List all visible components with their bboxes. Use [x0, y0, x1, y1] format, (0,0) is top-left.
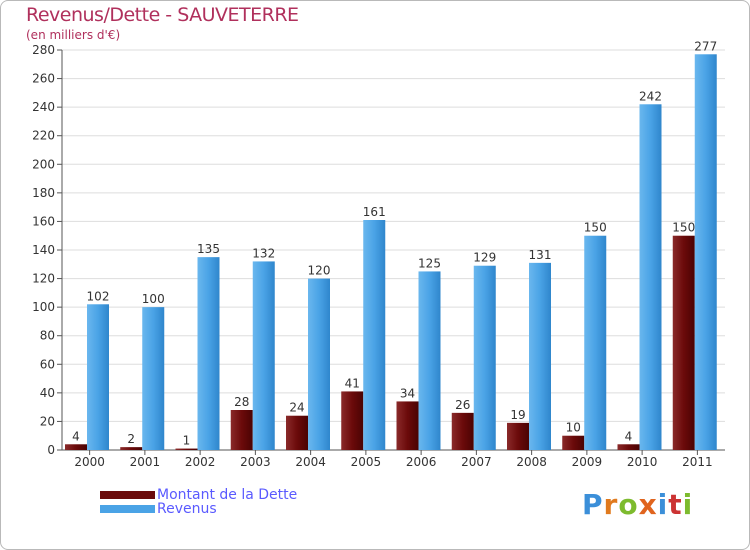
proxiti-logo: Proxiti — [582, 488, 693, 521]
bar-dette — [672, 235, 695, 450]
data-label: 100 — [142, 292, 165, 306]
legend-label-debt: Montant de la Dette — [157, 487, 298, 503]
bar-revenus — [418, 271, 441, 450]
data-label: 34 — [400, 386, 415, 400]
data-label: 135 — [197, 242, 220, 256]
y-tick-label: 260 — [32, 72, 55, 86]
data-label: 150 — [672, 221, 695, 235]
bar-dette — [451, 412, 474, 450]
bar-revenus — [87, 304, 109, 450]
x-tick-label: 2003 — [240, 455, 271, 469]
data-label: 19 — [510, 408, 525, 422]
y-tick-label: 160 — [32, 214, 55, 228]
legend-swatch-debt — [100, 491, 155, 499]
logo-letter: P — [582, 488, 604, 521]
bar-revenus — [308, 278, 330, 450]
x-tick-label: 2001 — [130, 455, 161, 469]
bar-revenus — [529, 262, 551, 450]
data-label: 1 — [183, 434, 191, 448]
data-label: 131 — [529, 248, 552, 262]
data-label: 129 — [473, 251, 496, 265]
bar-dette — [562, 435, 585, 450]
legend-item-debt: Montant de la Dette — [100, 487, 297, 503]
y-tick-label: 140 — [32, 243, 55, 257]
x-tick-label: 2010 — [627, 455, 658, 469]
data-label: 28 — [234, 395, 249, 409]
data-label: 4 — [72, 429, 80, 443]
bar-dette — [617, 444, 640, 450]
bar-dette — [120, 447, 143, 450]
data-label: 161 — [363, 205, 386, 219]
bar-dette — [507, 422, 529, 450]
data-label: 125 — [418, 256, 441, 270]
logo-letter: i — [682, 488, 694, 521]
bar-revenus — [694, 54, 717, 451]
y-tick-label: 280 — [32, 43, 55, 57]
y-tick-label: 100 — [32, 300, 55, 314]
data-label: 242 — [639, 89, 662, 103]
bar-dette — [175, 448, 198, 450]
logo-letter: i — [657, 488, 669, 521]
x-tick-label: 2005 — [351, 455, 382, 469]
bar-revenus — [639, 104, 662, 451]
legend-swatch-revenus — [100, 505, 155, 513]
data-label: 2 — [127, 432, 135, 446]
x-tick-label: 2006 — [406, 455, 437, 469]
x-tick-label: 2007 — [461, 455, 492, 469]
y-tick-label: 0 — [47, 443, 55, 457]
legend-label-revenus: Revenus — [157, 501, 217, 517]
bar-dette — [396, 401, 419, 450]
bar-revenus — [252, 261, 275, 450]
x-tick-label: 2004 — [295, 455, 326, 469]
y-tick-label: 20 — [40, 414, 55, 428]
bar-revenus — [197, 257, 220, 450]
logo-letter: o — [618, 488, 639, 521]
bar-dette — [230, 410, 253, 450]
logo-letter: x — [638, 488, 658, 521]
bar-dette — [341, 391, 364, 450]
x-tick-label: 2000 — [74, 455, 105, 469]
x-tick-label: 2009 — [572, 455, 603, 469]
chart-title: Revenus/Dette - SAUVETERRE — [26, 4, 299, 26]
y-tick-label: 180 — [32, 186, 55, 200]
y-tick-label: 220 — [32, 129, 55, 143]
data-label: 10 — [566, 421, 581, 435]
y-tick-label: 60 — [40, 357, 55, 371]
y-tick-label: 240 — [32, 100, 55, 114]
bar-dette — [65, 444, 87, 450]
y-tick-label: 80 — [40, 329, 55, 343]
data-label: 120 — [308, 264, 331, 278]
data-label: 41 — [345, 376, 360, 390]
data-label: 277 — [694, 39, 717, 53]
bar-revenus — [584, 235, 607, 450]
data-label: 150 — [584, 221, 607, 235]
chart-subtitle: (en milliers d'€) — [26, 28, 121, 42]
x-tick-label: 2002 — [185, 455, 216, 469]
bar-dette — [286, 415, 308, 450]
data-label: 132 — [252, 246, 275, 260]
y-tick-label: 200 — [32, 157, 55, 171]
y-tick-label: 40 — [40, 386, 55, 400]
logo-letter: r — [603, 488, 619, 521]
bar-revenus — [142, 307, 165, 450]
legend-item-revenus: Revenus — [100, 501, 217, 517]
bar-revenus — [363, 220, 386, 450]
x-tick-label: 2008 — [516, 455, 547, 469]
data-label: 102 — [87, 289, 110, 303]
data-label: 26 — [455, 398, 470, 412]
data-label: 24 — [289, 401, 304, 415]
y-tick-label: 120 — [32, 272, 55, 286]
data-label: 4 — [625, 429, 633, 443]
logo-letter: t — [668, 488, 683, 521]
bar-revenus — [473, 265, 496, 450]
x-tick-label: 2011 — [682, 455, 713, 469]
